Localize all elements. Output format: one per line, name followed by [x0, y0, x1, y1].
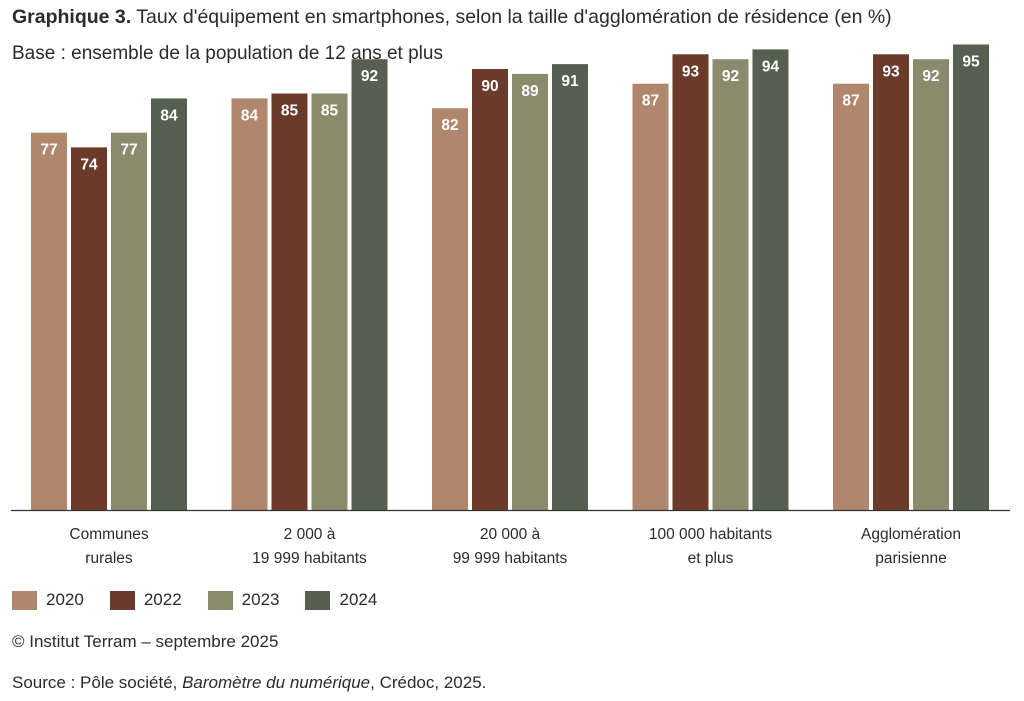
legend-item-2023: 2023 — [207, 590, 280, 610]
bar-2022 — [271, 93, 308, 510]
copyright-note: © Institut Terram – septembre 2025 — [12, 632, 279, 651]
bar-value-label: 85 — [281, 103, 299, 120]
bar-2024 — [151, 98, 187, 511]
source-suffix: , Crédoc, 2025. — [370, 673, 487, 692]
bar-value-label: 94 — [762, 58, 780, 75]
bar-2024 — [351, 59, 388, 510]
legend-label: 2020 — [46, 590, 84, 609]
source-italic: Baromètre du numérique — [182, 673, 371, 692]
legend-label: 2023 — [241, 590, 280, 609]
bar-2024 — [752, 49, 789, 511]
bar-value-label: 89 — [521, 83, 539, 100]
bar-2024 — [552, 64, 588, 510]
chart-title-prefix: Graphique 3. — [12, 6, 132, 28]
bar-2022 — [472, 69, 508, 510]
source-prefix: Source : Pôle société, — [12, 673, 183, 692]
chart-subtitle: Base : ensemble de la population de 12 a… — [12, 43, 443, 64]
legend: 2020 2022 2023 2024 — [12, 590, 403, 610]
legend-swatch — [207, 590, 233, 610]
legend-label: 2024 — [339, 590, 378, 609]
bar-chart: 77 74 77 84 Communes rurales 84 85 85 92 2 000 à 19… — [11, 44, 1010, 567]
category-label: parisienne — [875, 550, 947, 567]
bar-value-label: 77 — [40, 142, 57, 159]
legend-item-2022: 2022 — [109, 590, 182, 610]
chart-title-text: Taux d'équipement en smartphones, selon … — [131, 6, 892, 28]
legend-item-2024: 2024 — [305, 590, 377, 610]
bar-value-label: 82 — [441, 117, 458, 134]
bar-value-label: 92 — [722, 68, 739, 85]
bar-value-label: 93 — [882, 63, 900, 80]
category-label: Communes — [69, 526, 148, 543]
bar-value-label: 84 — [241, 107, 259, 124]
legend-label: 2022 — [143, 590, 182, 609]
chart-title: Graphique 3. Taux d'équipement en smartp… — [12, 6, 892, 29]
bar-value-label: 92 — [922, 68, 939, 85]
bar-value-label: 92 — [361, 68, 378, 85]
bar-value-label: 74 — [80, 156, 98, 173]
bar-value-label: 91 — [561, 73, 579, 90]
bar-2022 — [71, 147, 107, 510]
category-label: 99 999 habitants — [453, 550, 568, 567]
category-label: Agglomération — [861, 526, 961, 543]
bar-value-label: 85 — [321, 103, 339, 120]
legend-item-2020: 2020 — [12, 590, 84, 610]
legend-swatch — [12, 590, 37, 610]
bar-value-label: 87 — [642, 93, 659, 110]
category-label: et plus — [688, 550, 734, 567]
bar-2023 — [712, 59, 749, 510]
category-label: 2 000 à — [284, 526, 336, 543]
bar-2023 — [311, 93, 348, 510]
bar-value-label: 77 — [120, 142, 137, 159]
bar-2020 — [833, 83, 869, 510]
bar-value-label: 90 — [481, 78, 498, 95]
category-label: 19 999 habitants — [252, 550, 367, 567]
bar-2023 — [111, 132, 147, 510]
bar-2022 — [873, 54, 909, 511]
bar-value-label: 93 — [682, 63, 700, 80]
source-note: Source : Pôle société, Baromètre du numé… — [12, 673, 486, 693]
bar-value-label: 87 — [842, 93, 859, 110]
bar-value-label: 95 — [962, 54, 980, 71]
legend-swatch — [305, 590, 331, 610]
bar-value-label: 84 — [160, 107, 178, 124]
bar-2024 — [953, 44, 989, 510]
bar-2020 — [231, 98, 268, 511]
legend-swatch — [109, 590, 135, 610]
bar-2023 — [913, 59, 949, 510]
bar-2022 — [672, 54, 709, 511]
bar-2023 — [512, 73, 548, 511]
category-label: 20 000 à — [480, 526, 541, 543]
bar-2020 — [432, 108, 468, 510]
category-label: 100 000 habitants — [649, 526, 772, 543]
category-label: rurales — [85, 550, 133, 567]
bar-2020 — [31, 132, 67, 510]
bar-2020 — [632, 83, 669, 510]
